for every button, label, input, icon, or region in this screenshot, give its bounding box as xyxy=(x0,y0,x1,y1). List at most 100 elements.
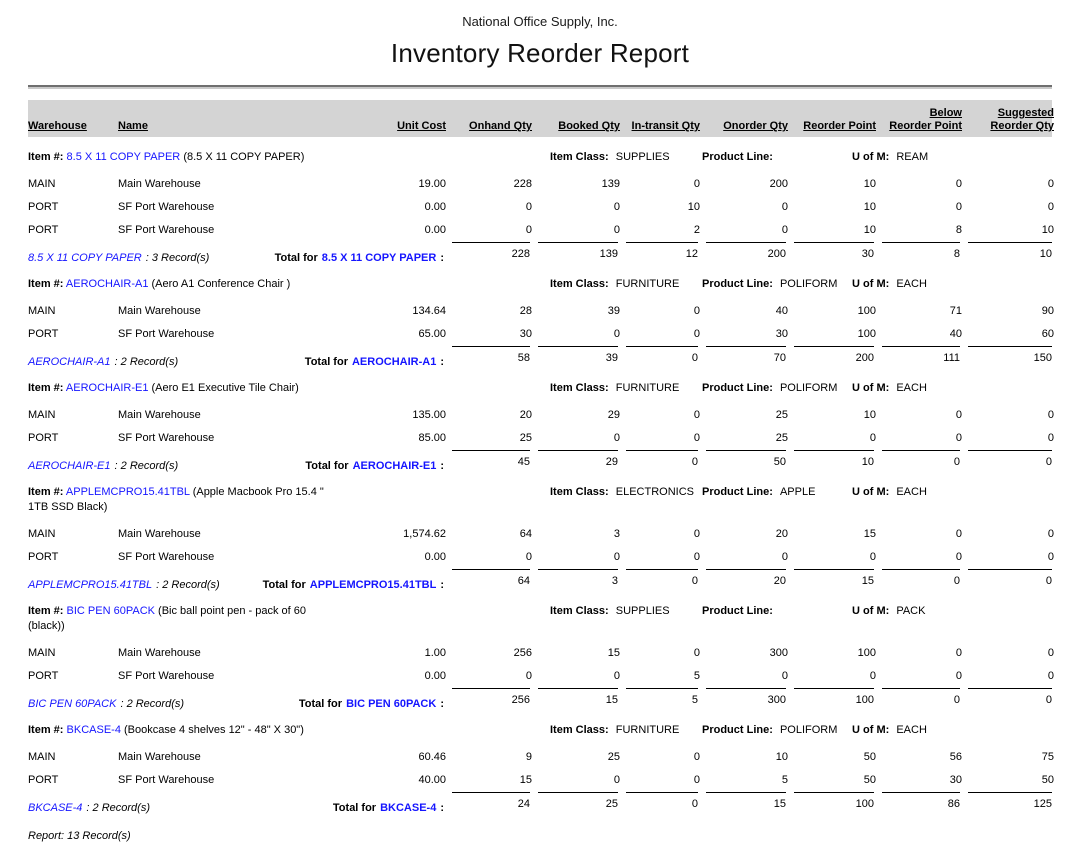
below-reorder-point-value: 0 xyxy=(955,550,962,563)
reorder-point-value: 10 xyxy=(863,408,876,421)
booked-qty-value: 139 xyxy=(601,177,620,190)
unit-cost-value: 135.00 xyxy=(412,408,446,421)
total-onorder-qty: 20 xyxy=(706,569,786,591)
column-header-reorder-point[interactable]: Reorder Point xyxy=(803,120,876,132)
booked-qty-value: 0 xyxy=(613,327,620,340)
below-reorder-point-value: 30 xyxy=(949,773,962,786)
u-of-m-label: U of M: xyxy=(852,724,890,736)
in-transit-qty-value: 0 xyxy=(693,646,700,659)
column-header-warehouse[interactable]: Warehouse xyxy=(28,120,87,132)
warehouse-row: MAIN Main Warehouse 135.00 20 29 0 25 10… xyxy=(28,403,1054,426)
item-heading: Item #: BIC PEN 60PACK (Bic ball point p… xyxy=(28,604,550,634)
total-item-link[interactable]: 8.5 X 11 COPY PAPER xyxy=(321,252,437,264)
onorder-qty-value: 200 xyxy=(769,177,788,190)
company-name: National Office Supply, Inc. xyxy=(462,14,618,29)
reorder-point-value: 0 xyxy=(869,669,876,682)
total-colon: : xyxy=(440,698,444,710)
record-count-text: : 2 Record(s) xyxy=(114,356,179,368)
onorder-qty-value: 25 xyxy=(775,408,788,421)
in-transit-qty-value: 5 xyxy=(693,669,700,682)
item-number-link[interactable]: BIC PEN 60PACK xyxy=(66,605,155,617)
item-name-link[interactable]: APPLEMCPRO15.41TBL xyxy=(28,579,153,591)
column-header-suggested-reorder-qty[interactable]: Suggested Reorder Qty xyxy=(990,107,1054,132)
total-suggested-reorder-qty: 10 xyxy=(968,242,1052,264)
u-of-m-value: EACH xyxy=(896,382,927,394)
onhand-qty-value: 64 xyxy=(519,527,532,540)
item-class-value: FURNITURE xyxy=(615,724,680,736)
item-number-link[interactable]: AEROCHAIR-A1 xyxy=(65,278,149,290)
total-booked-qty: 15 xyxy=(538,688,618,710)
reorder-point-value: 100 xyxy=(857,304,876,317)
unit-cost-value: 1,574.62 xyxy=(403,527,446,540)
item-number-link[interactable]: APPLEMCPRO15.41TBL xyxy=(65,486,190,498)
column-header-unit-cost[interactable]: Unit Cost xyxy=(397,120,446,132)
item-description-line2: (black)) xyxy=(28,620,65,632)
suggested-reorder-qty-value: 10 xyxy=(1041,223,1054,236)
onorder-qty-value: 300 xyxy=(769,646,788,659)
item-heading: Item #: BKCASE-4 (Bookcase 4 shelves 12"… xyxy=(28,723,550,738)
booked-qty-value: 3 xyxy=(613,527,620,540)
total-suggested-reorder-qty: 150 xyxy=(968,346,1052,368)
warehouse-row: PORT SF Port Warehouse 0.00 0 0 10 0 10 … xyxy=(28,195,1054,218)
column-header-below-reorder-point[interactable]: Below Reorder Point xyxy=(889,107,962,132)
in-transit-qty-value: 0 xyxy=(693,408,700,421)
record-count: BIC PEN 60PACK: 2 Record(s) xyxy=(28,698,184,710)
item-name-link[interactable]: BIC PEN 60PACK xyxy=(28,698,117,710)
total-below-reorder-point: 111 xyxy=(882,346,960,368)
total-booked-qty: 139 xyxy=(538,242,618,264)
total-item-link[interactable]: AEROCHAIR-E1 xyxy=(352,460,437,472)
reorder-point-value: 0 xyxy=(869,550,876,563)
item-number-link[interactable]: 8.5 X 11 COPY PAPER xyxy=(66,151,181,163)
booked-qty-value: 0 xyxy=(613,200,620,213)
onhand-qty-value: 228 xyxy=(513,177,532,190)
warehouse-code: MAIN xyxy=(28,304,56,317)
warehouse-row: MAIN Main Warehouse 1,574.62 64 3 0 20 1… xyxy=(28,522,1054,545)
column-header-booked-qty[interactable]: Booked Qty xyxy=(558,120,620,132)
onorder-qty-value: 0 xyxy=(781,550,788,563)
item-number-link[interactable]: BKCASE-4 xyxy=(66,724,121,736)
warehouse-name: SF Port Warehouse xyxy=(118,550,215,563)
total-onorder-qty: 200 xyxy=(706,242,786,264)
booked-qty-value: 0 xyxy=(613,550,620,563)
column-header-onhand-qty[interactable]: Onhand Qty xyxy=(469,120,532,132)
item-total-label-cell: BIC PEN 60PACK: 2 Record(s) Total for BIC… xyxy=(28,693,444,710)
product-line-label: Product Line: xyxy=(702,486,773,498)
unit-cost-value: 1.00 xyxy=(424,646,446,659)
column-header-row: Warehouse Name Unit Cost Onhand Qty Book… xyxy=(28,107,1054,133)
total-item-link[interactable]: BIC PEN 60PACK xyxy=(346,698,437,710)
warehouse-row: PORT SF Port Warehouse 65.00 30 0 0 30 1… xyxy=(28,322,1054,345)
total-item-link[interactable]: APPLEMCPRO15.41TBL xyxy=(309,579,437,591)
record-count-text: : 2 Record(s) xyxy=(120,698,185,710)
u-of-m-label: U of M: xyxy=(852,605,890,617)
item-number-link[interactable]: AEROCHAIR-E1 xyxy=(65,382,149,394)
item-name-link[interactable]: AEROCHAIR-E1 xyxy=(28,460,111,472)
warehouse-code: MAIN xyxy=(28,408,56,421)
product-line-label: Product Line: xyxy=(702,151,773,163)
item-class-label: Item Class: xyxy=(550,605,609,617)
total-item-link[interactable]: BKCASE-4 xyxy=(380,802,437,814)
below-reorder-point-value: 0 xyxy=(955,431,962,444)
total-onhand-qty: 24 xyxy=(452,792,530,814)
warehouse-code: MAIN xyxy=(28,177,56,190)
item-total-label-cell: AEROCHAIR-A1: 2 Record(s) Total for AEROC… xyxy=(28,351,444,368)
column-header-name[interactable]: Name xyxy=(118,120,148,132)
item-name-link[interactable]: BKCASE-4 xyxy=(28,802,83,814)
column-header-onorder-qty[interactable]: Onorder Qty xyxy=(723,120,788,132)
total-item-link[interactable]: AEROCHAIR-A1 xyxy=(351,356,437,368)
item-name-link[interactable]: 8.5 X 11 COPY PAPER xyxy=(28,252,142,264)
below-reorder-point-value: 0 xyxy=(955,408,962,421)
item-description: (Bic ball point pen - pack of 60 xyxy=(158,605,307,617)
column-header-in-transit-qty[interactable]: In-transit Qty xyxy=(631,120,700,132)
unit-cost-value: 0.00 xyxy=(424,223,446,236)
total-booked-qty: 39 xyxy=(538,346,618,368)
record-count: AEROCHAIR-A1: 2 Record(s) xyxy=(28,356,178,368)
total-colon: : xyxy=(440,356,444,368)
item-name-link[interactable]: AEROCHAIR-A1 xyxy=(28,356,111,368)
warehouse-name: Main Warehouse xyxy=(118,750,201,763)
booked-qty-value: 15 xyxy=(607,646,620,659)
onhand-qty-value: 0 xyxy=(525,200,532,213)
in-transit-qty-value: 0 xyxy=(693,177,700,190)
product-line: Product Line: POLIFORM xyxy=(702,277,852,292)
total-reorder-point: 100 xyxy=(794,792,874,814)
